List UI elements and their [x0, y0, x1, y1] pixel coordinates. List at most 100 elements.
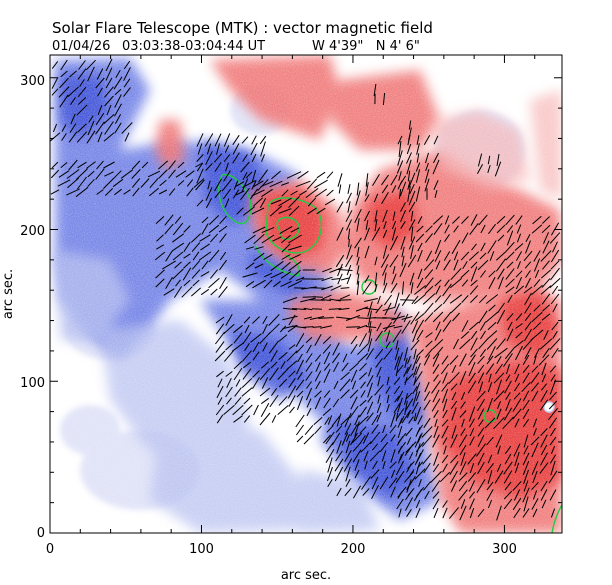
- field-vector: [432, 353, 440, 367]
- field-vector: [398, 171, 402, 181]
- field-vector: [350, 335, 358, 345]
- field-vector: [97, 131, 103, 143]
- field-vector: [377, 295, 381, 305]
- field-vector: [470, 279, 478, 287]
- field-vector: [289, 406, 295, 414]
- field-vector: [155, 216, 165, 224]
- field-vector: [413, 488, 423, 502]
- field-vector: [214, 162, 222, 172]
- field-vector: [198, 251, 212, 261]
- field-vector: [523, 480, 529, 492]
- field-vector: [533, 355, 537, 365]
- field-vector: [244, 234, 256, 244]
- field-vector: [401, 320, 411, 334]
- field-vector: [404, 497, 414, 511]
- field-vector: [377, 375, 381, 387]
- field-vector: [408, 127, 412, 141]
- field-vector: [549, 454, 557, 464]
- field-vector: [479, 321, 487, 331]
- field-vector: [550, 260, 560, 270]
- field-vector: [487, 397, 493, 413]
- field-vector: [323, 368, 331, 384]
- field-vector: [191, 242, 201, 252]
- field-vector: [485, 363, 495, 375]
- field-vector: [66, 169, 80, 179]
- field-vector: [540, 444, 548, 456]
- field-vector: [460, 428, 466, 436]
- field-vector: [406, 143, 412, 155]
- y-tick-label: 0: [37, 526, 45, 541]
- field-vector: [442, 507, 448, 519]
- field-vector: [413, 348, 417, 360]
- field-vector: [233, 367, 243, 381]
- field-vector: [514, 451, 520, 467]
- field-vector: [552, 241, 558, 253]
- field-vector: [261, 377, 269, 389]
- field-vector: [297, 372, 303, 380]
- field-vector: [415, 319, 425, 333]
- field-vector: [540, 428, 548, 436]
- field-vector: [207, 180, 211, 190]
- field-vector: [140, 178, 150, 188]
- field-vector: [487, 381, 493, 393]
- field-vector: [357, 353, 369, 363]
- field-vector: [452, 216, 460, 224]
- field-vector: [345, 440, 351, 454]
- field-vector: [86, 59, 96, 71]
- field-vector: [404, 400, 408, 416]
- field-vector: [340, 389, 350, 399]
- field-vector: [206, 143, 212, 155]
- field-vector: [96, 189, 104, 195]
- field-vector: [399, 451, 405, 461]
- field-vector: [219, 233, 227, 243]
- field-vector: [477, 508, 485, 518]
- field-vector: [478, 381, 484, 393]
- field-vector: [269, 394, 279, 408]
- field-vector: [423, 259, 435, 271]
- field-vector: [451, 425, 457, 439]
- field-vector: [413, 293, 427, 305]
- field-vector: [406, 159, 412, 175]
- field-vector: [433, 180, 439, 190]
- field-vector: [442, 320, 452, 332]
- field-vector: [450, 400, 458, 410]
- field-vector: [493, 390, 505, 402]
- field-vector: [496, 338, 506, 350]
- field-vector: [60, 70, 68, 78]
- field-vector: [344, 412, 352, 428]
- field-vector: [513, 489, 521, 501]
- field-vector: [441, 419, 449, 427]
- field-vector: [333, 361, 339, 373]
- field-vector: [512, 398, 522, 412]
- field-vector: [486, 481, 494, 491]
- field-vector: [469, 462, 475, 474]
- field-vector: [460, 401, 466, 409]
- field-vector: [327, 466, 333, 482]
- field-vector: [413, 412, 417, 422]
- field-vector: [288, 314, 296, 326]
- field-vector: [407, 356, 411, 364]
- field-vector: [370, 469, 380, 479]
- field-vector: [522, 354, 530, 366]
- field-vector: [382, 229, 388, 239]
- field-vector: [404, 471, 414, 483]
- field-vector: [344, 449, 352, 463]
- field-vector: [515, 313, 523, 321]
- field-vector: [460, 251, 470, 261]
- field-vector: [76, 104, 88, 116]
- field-vector: [210, 233, 218, 243]
- field-vector: [488, 276, 496, 290]
- field-vector: [225, 371, 233, 377]
- field-vector: [336, 316, 352, 320]
- field-vector: [172, 251, 184, 261]
- field-vector: [451, 364, 457, 374]
- field-vector: [458, 489, 468, 501]
- field-vector: [240, 161, 250, 173]
- field-vector: [486, 355, 494, 365]
- field-vector: [352, 449, 362, 463]
- field-vector: [410, 311, 420, 325]
- field-vector: [496, 463, 502, 473]
- field-vector: [514, 373, 520, 383]
- field-vector: [444, 224, 450, 234]
- field-vector: [432, 215, 444, 225]
